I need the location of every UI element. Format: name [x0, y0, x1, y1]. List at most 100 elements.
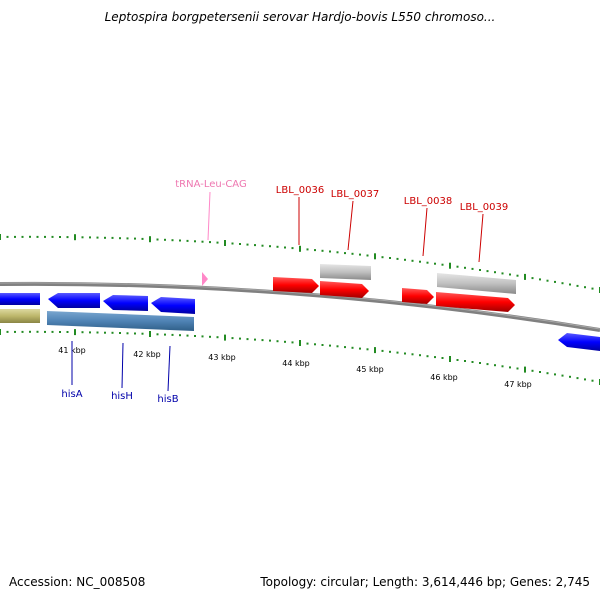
tick-minor: [216, 241, 219, 244]
tick-minor: [51, 235, 54, 238]
label-trna[interactable]: tRNA-Leu-CAG: [175, 179, 246, 190]
tick-minor: [411, 259, 414, 262]
tick-minor: [89, 236, 91, 239]
gene-LBL-0039[interactable]: [436, 292, 515, 312]
tick-minor: [104, 236, 106, 239]
tick-minor: [6, 330, 9, 333]
tick-minor: [6, 235, 9, 238]
tick-minor: [584, 378, 586, 381]
tick-minor: [66, 331, 69, 333]
tick-major: [224, 334, 226, 341]
gene-reverse-right-edge[interactable]: [558, 333, 600, 351]
tick-minor: [89, 331, 91, 334]
gene-LBL-0037-pseudo[interactable]: [320, 264, 371, 280]
tick-minor: [21, 330, 24, 333]
tick-minor: [284, 340, 286, 343]
tick-minor: [404, 352, 406, 355]
leader-LBL-0039: [478, 213, 484, 263]
label-LBL-0038[interactable]: LBL_0038: [404, 196, 452, 207]
tick-minor: [231, 242, 234, 245]
gene-trna-leu[interactable]: [202, 272, 208, 286]
tick-minor: [426, 355, 429, 358]
tick-minor: [134, 332, 136, 335]
tick-minor: [44, 235, 46, 238]
tick-minor: [239, 243, 241, 245]
tick-minor: [411, 353, 414, 356]
tick-minor: [434, 356, 436, 359]
tick-minor: [201, 335, 204, 338]
tick-minor: [479, 362, 481, 364]
tick-minor: [314, 343, 316, 346]
tick-minor: [539, 371, 541, 373]
tick-minor: [14, 235, 16, 238]
tick-major: [224, 240, 226, 246]
label-LBL-0039[interactable]: LBL_0039: [460, 202, 508, 213]
gene-hisH[interactable]: [103, 295, 148, 311]
tick-minor: [111, 236, 114, 239]
tick-minor: [96, 236, 99, 239]
tick-minor: [516, 367, 519, 370]
gene-LBL-0037-red[interactable]: [320, 281, 369, 298]
tick-minor: [314, 249, 316, 252]
tick-minor: [576, 284, 579, 287]
gene-hisA[interactable]: [48, 293, 100, 308]
gene-khaki-left[interactable]: [0, 309, 40, 323]
tick-minor: [344, 346, 346, 349]
scale-label-45: 45 kbp: [356, 365, 384, 374]
gene-steel-operon[interactable]: [47, 311, 194, 331]
tick-minor: [246, 243, 249, 246]
leader-LBL-0038: [422, 207, 428, 257]
label-LBL-0037[interactable]: LBL_0037: [331, 189, 379, 200]
tick-minor: [591, 287, 594, 290]
tick-minor: [456, 265, 459, 268]
tick-minor: [486, 270, 489, 273]
tick-major: [374, 253, 376, 260]
tick-major: [299, 245, 301, 252]
gene-LBL-0039-pseudo[interactable]: [437, 273, 516, 294]
tick-minor: [359, 347, 361, 350]
tick-minor: [59, 236, 61, 238]
tick-minor: [156, 238, 159, 241]
gene-LBL-0038[interactable]: [402, 288, 434, 304]
tick-minor: [209, 241, 211, 244]
tick-minor: [284, 246, 286, 249]
tick-minor: [44, 330, 46, 333]
tick-minor: [201, 240, 204, 243]
tick-major: [299, 340, 301, 346]
scale-label-46: 46 kbp: [430, 373, 458, 382]
tick-minor: [171, 239, 174, 242]
tick-minor: [269, 339, 271, 342]
label-hisB[interactable]: hisB: [157, 394, 178, 405]
tick-minor: [261, 339, 264, 342]
tick-minor: [329, 344, 331, 347]
gene-reverse-left-edge[interactable]: [0, 293, 40, 305]
tick-minor: [464, 360, 466, 362]
gene-hisB[interactable]: [151, 297, 195, 314]
genome-backbone-highlight: [0, 282, 600, 330]
label-LBL-0036[interactable]: LBL_0036: [276, 185, 324, 196]
tick-minor: [126, 237, 129, 240]
tick-minor: [104, 331, 106, 334]
tick-minor: [569, 283, 571, 286]
label-hisA[interactable]: hisA: [61, 389, 82, 400]
tick-minor: [471, 267, 474, 270]
tick-minor: [134, 237, 136, 240]
tick-minor: [261, 244, 264, 247]
label-hisH[interactable]: hisH: [111, 391, 133, 402]
tick-minor: [419, 354, 421, 357]
tick-minor: [456, 359, 459, 361]
gene-LBL-0036[interactable]: [273, 277, 319, 293]
tick-minor: [306, 342, 309, 345]
leader-trna: [207, 191, 211, 241]
tick-minor: [119, 332, 121, 334]
tick-major: [0, 329, 1, 335]
tick-major: [374, 347, 376, 354]
tick-minor: [194, 335, 196, 337]
leader-hisB: [167, 345, 171, 392]
tick-minor: [321, 249, 324, 252]
tick-minor: [36, 330, 39, 333]
tick-minor: [51, 330, 54, 333]
tick-minor: [509, 273, 511, 276]
tick-minor: [336, 251, 339, 254]
